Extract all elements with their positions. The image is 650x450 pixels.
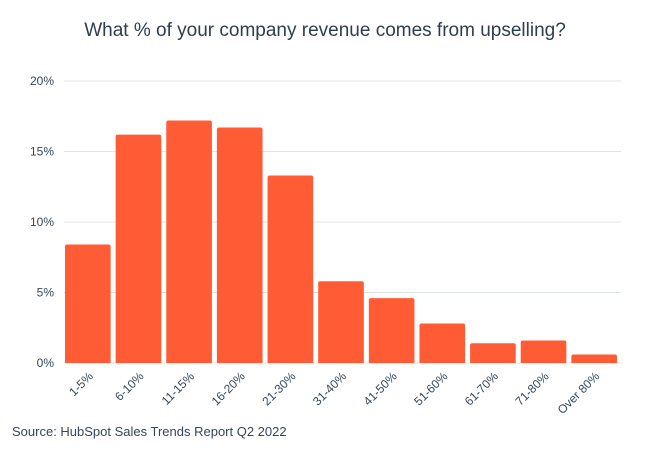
bar: [571, 354, 617, 363]
x-tick-label: 41-50%: [361, 369, 400, 408]
x-tick-label: 16-20%: [209, 369, 248, 408]
x-tick-label: 11-15%: [159, 369, 198, 408]
x-tick-label: 21-30%: [259, 369, 298, 408]
x-tick-label: 1-5%: [66, 369, 96, 399]
bar: [368, 298, 415, 363]
y-tick-label: 20%: [30, 74, 54, 88]
y-tick-label: 15%: [30, 145, 54, 159]
chart-title: What % of your company revenue comes fro…: [84, 20, 566, 41]
y-tick-label: 10%: [30, 215, 54, 229]
bar: [166, 120, 212, 363]
bar: [470, 343, 516, 363]
bar: [520, 340, 567, 363]
x-tick-label: 71-80%: [513, 369, 552, 408]
y-tick-label: 0%: [37, 356, 55, 370]
bar: [318, 281, 364, 363]
bar: [65, 244, 111, 363]
x-tick-label: 51-60%: [411, 369, 450, 408]
bar: [115, 134, 162, 363]
bar: [267, 175, 314, 363]
x-tick-label: 61-70%: [462, 369, 501, 408]
source-note: Source: HubSpot Sales Trends Report Q2 2…: [12, 424, 287, 439]
bar: [419, 323, 466, 363]
y-tick-label: 5%: [37, 286, 55, 300]
x-tick-label: 31-40%: [310, 369, 349, 408]
x-tick-label: Over 80%: [555, 369, 603, 417]
bar: [216, 127, 263, 363]
x-tick-label: 6-10%: [112, 369, 147, 404]
